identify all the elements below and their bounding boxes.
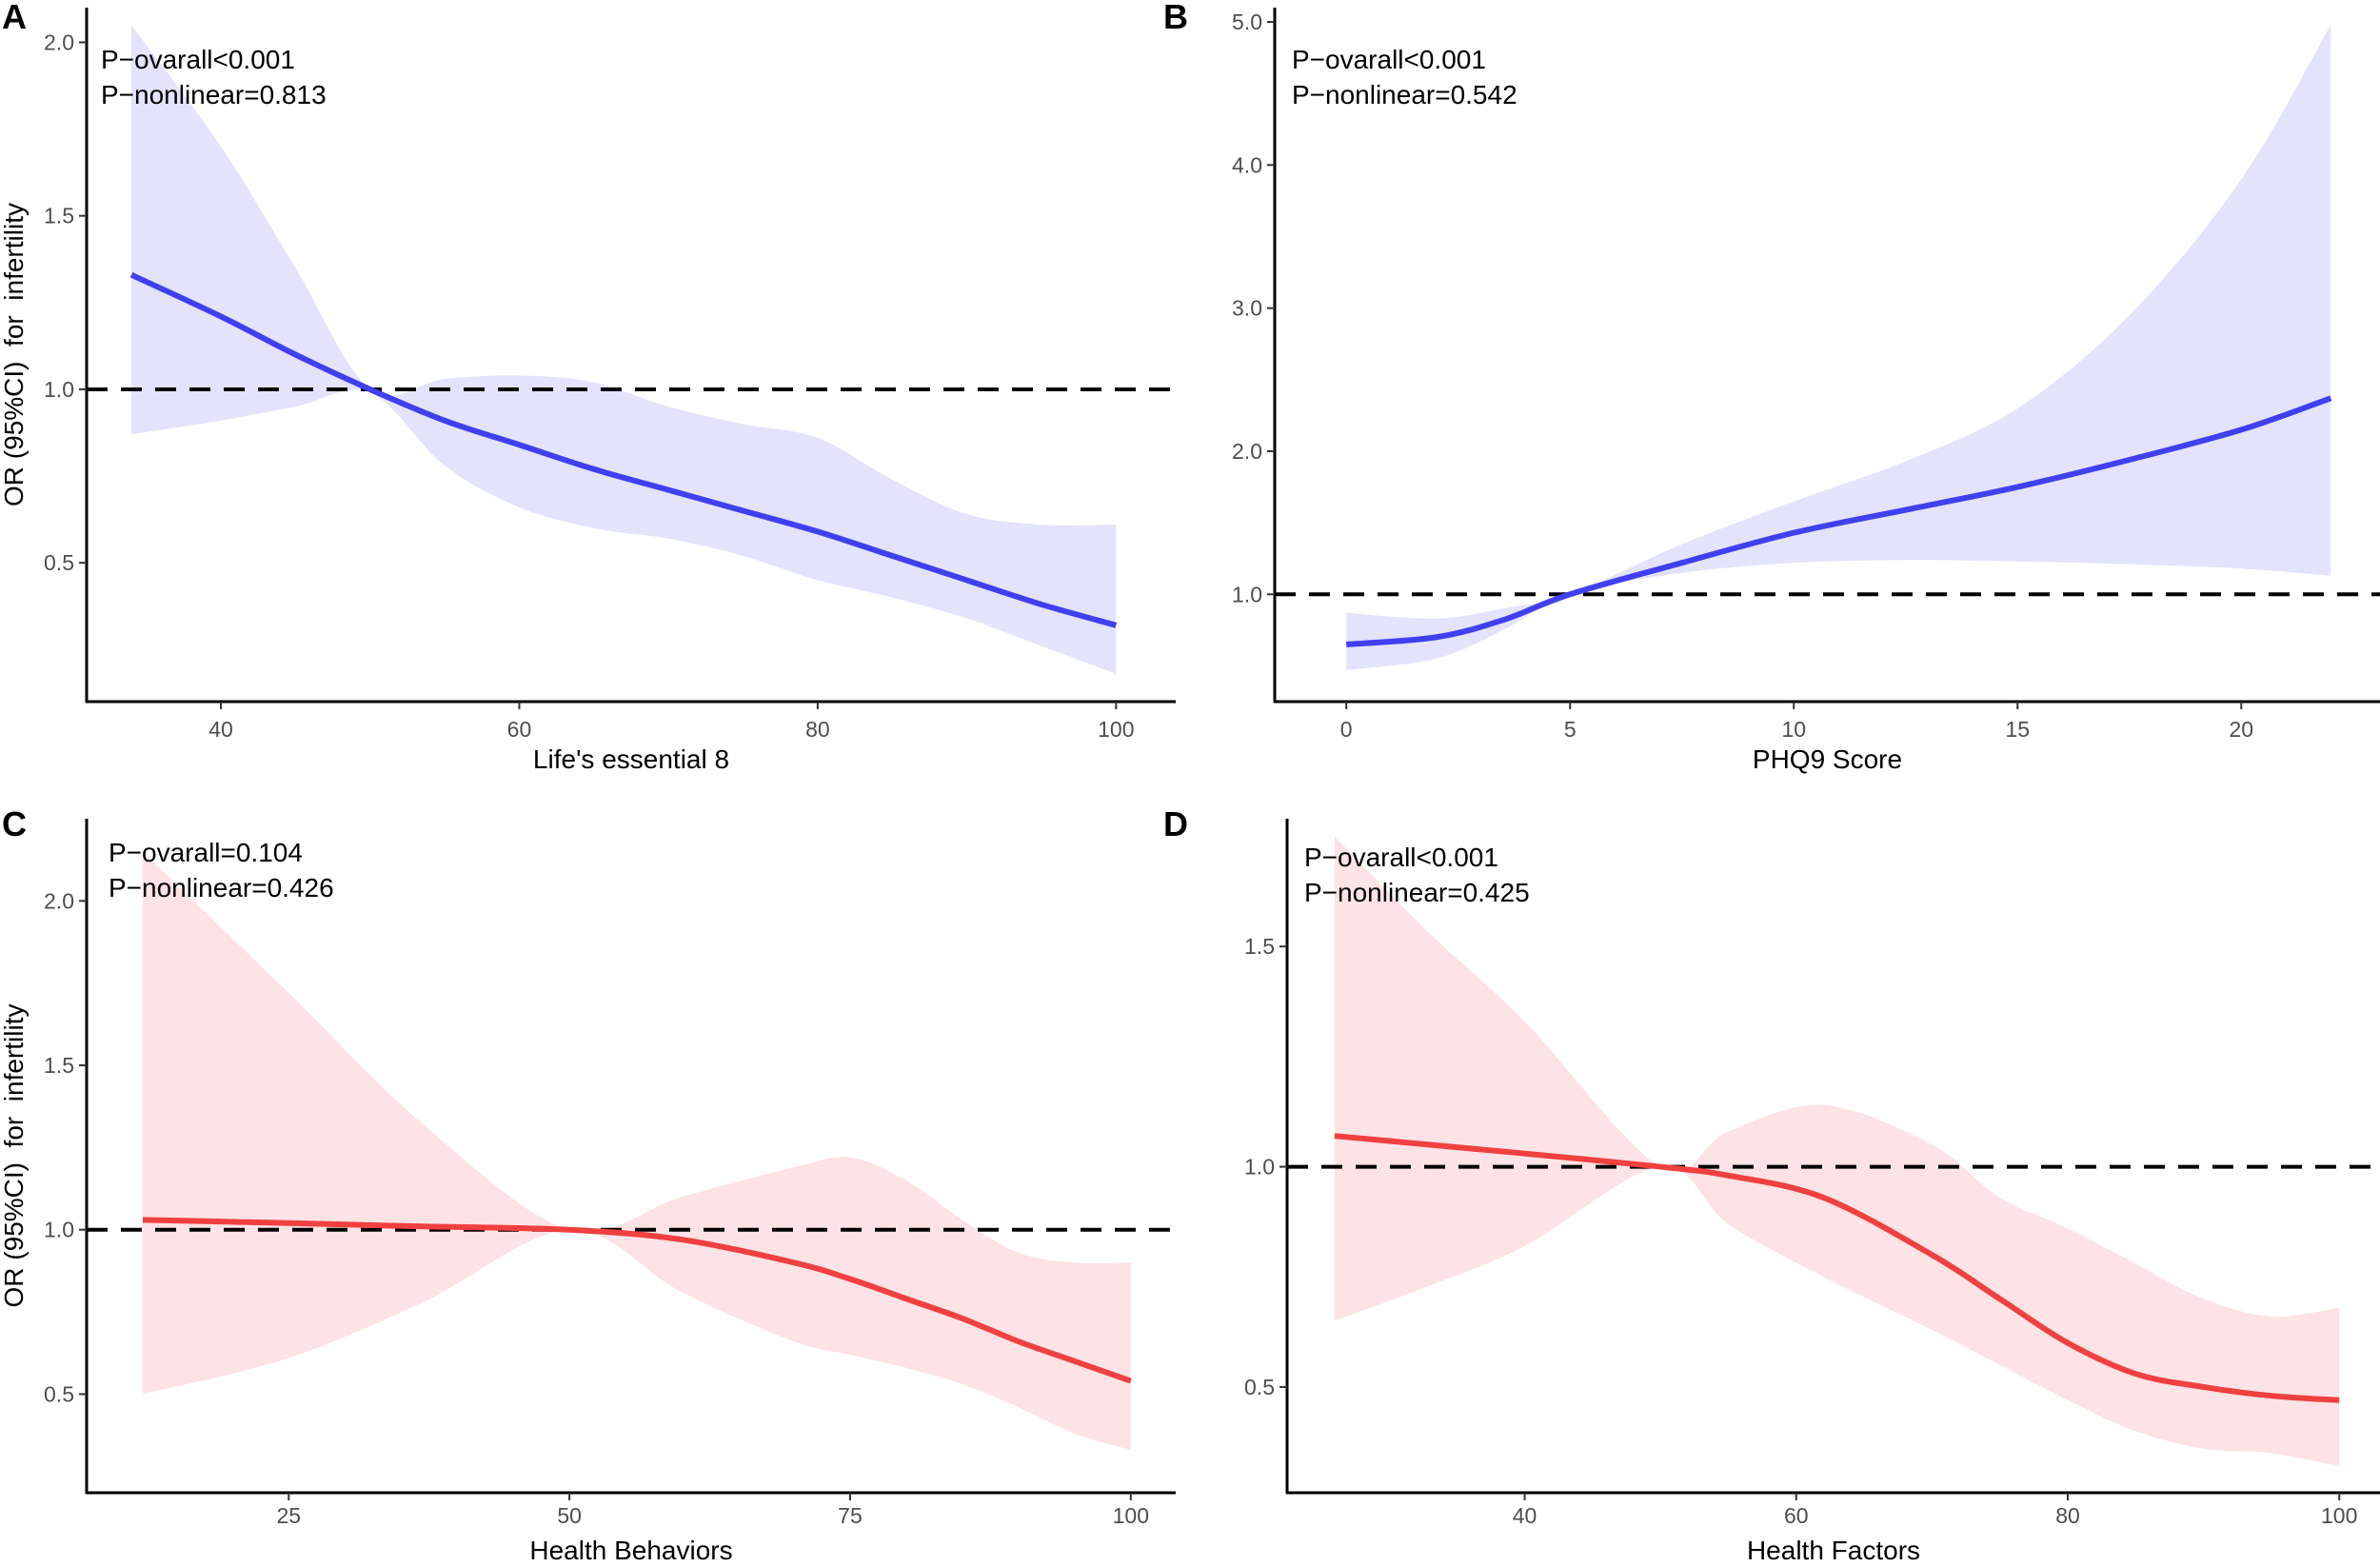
y-tick-label: 5.0 (1232, 10, 1262, 34)
p-overall-label: P−ovarall<0.001 (101, 45, 295, 74)
y-tick-label: 1.0 (1232, 582, 1262, 606)
y-tick-label: 2.0 (44, 888, 74, 913)
panel-tag-c: C (2, 804, 27, 843)
x-tick-label: 60 (1784, 1503, 1809, 1528)
y-tick-label: 4.0 (1232, 152, 1262, 177)
p-overall-label: P−ovarall<0.001 (1292, 45, 1486, 74)
x-axis-title: Health Factors (1747, 1536, 1920, 1565)
panel-c: 0.5 1.0 1.5 2.0 25 50 75 100 Health Behaviors OR … (0, 804, 1176, 1565)
ci-band (131, 25, 1117, 674)
x-tick-label: 20 (2229, 717, 2253, 742)
or-curve (1345, 395, 2332, 647)
panel-b: 1.0 2.0 3.0 4.0 5.0 0 5 10 15 20 PHQ9 Score P−ovara… (1163, 0, 2380, 774)
x-axis-title: Health Behaviors (529, 1536, 732, 1565)
panel-tag-b: B (1163, 0, 1188, 36)
panel-tag-a: A (2, 0, 27, 36)
y-tick-label: 1.0 (44, 1218, 74, 1242)
ci-band (142, 851, 1131, 1451)
x-tick-label: 75 (838, 1503, 863, 1528)
panel-d: 0.5 1.0 1.5 40 60 80 100 Health Factors P−ovaral… (1163, 804, 2380, 1565)
x-tick-label: 0 (1340, 717, 1353, 742)
y-tick-label: 0.5 (44, 550, 74, 575)
y-tick-label: 1.0 (44, 377, 74, 402)
or-curve (129, 271, 1118, 628)
p-nonlinear-label: P−nonlinear=0.425 (1304, 878, 1530, 907)
x-tick-label: 100 (1098, 717, 1134, 742)
x-tick-label: 10 (1781, 717, 1806, 742)
x-tick-label: 60 (507, 717, 532, 742)
y-axis-title: OR (95%CI) for infertility (0, 1004, 29, 1308)
x-tick-label: 50 (557, 1503, 582, 1528)
y-tick-label: 2.0 (1232, 439, 1262, 464)
x-tick-label: 40 (208, 717, 233, 742)
ci-band (1346, 25, 2331, 670)
x-axis-title: Life's essential 8 (533, 744, 729, 774)
x-tick-label: 100 (2321, 1503, 2357, 1528)
x-tick-label: 5 (1564, 717, 1577, 742)
p-overall-label: P−ovarall=0.104 (109, 838, 303, 867)
y-tick-label: 2.0 (44, 30, 74, 54)
y-axis-title: OR (95%CI) for infertility (0, 203, 29, 506)
y-tick-label: 0.5 (44, 1381, 74, 1406)
ci-band (1334, 836, 2340, 1467)
panel-a: 0.5 1.0 1.5 2.0 40 60 80 100 Life's essential 8 O… (0, 0, 1176, 774)
y-tick-label: 1.5 (44, 1053, 74, 1078)
x-tick-label: 80 (805, 717, 830, 742)
x-tick-label: 15 (2005, 717, 2030, 742)
x-tick-label: 25 (276, 1503, 301, 1528)
panel-tag-d: D (1163, 804, 1188, 843)
y-tick-label: 0.5 (1244, 1375, 1275, 1399)
x-tick-label: 100 (1113, 1503, 1149, 1528)
x-tick-label: 40 (1513, 1503, 1537, 1528)
x-axis-title: PHQ9 Score (1753, 744, 1902, 774)
y-tick-label: 1.0 (1244, 1155, 1275, 1180)
p-overall-label: P−ovarall<0.001 (1304, 843, 1498, 872)
p-nonlinear-label: P−nonlinear=0.426 (109, 873, 334, 903)
y-tick-label: 1.5 (44, 204, 74, 228)
or-curve (142, 1217, 1132, 1384)
x-tick-label: 80 (2055, 1503, 2080, 1528)
or-curve (1334, 1133, 2340, 1403)
y-tick-label: 3.0 (1232, 296, 1262, 321)
p-nonlinear-label: P−nonlinear=0.813 (101, 80, 327, 109)
y-tick-label: 1.5 (1244, 934, 1275, 959)
p-nonlinear-label: P−nonlinear=0.542 (1292, 80, 1517, 109)
